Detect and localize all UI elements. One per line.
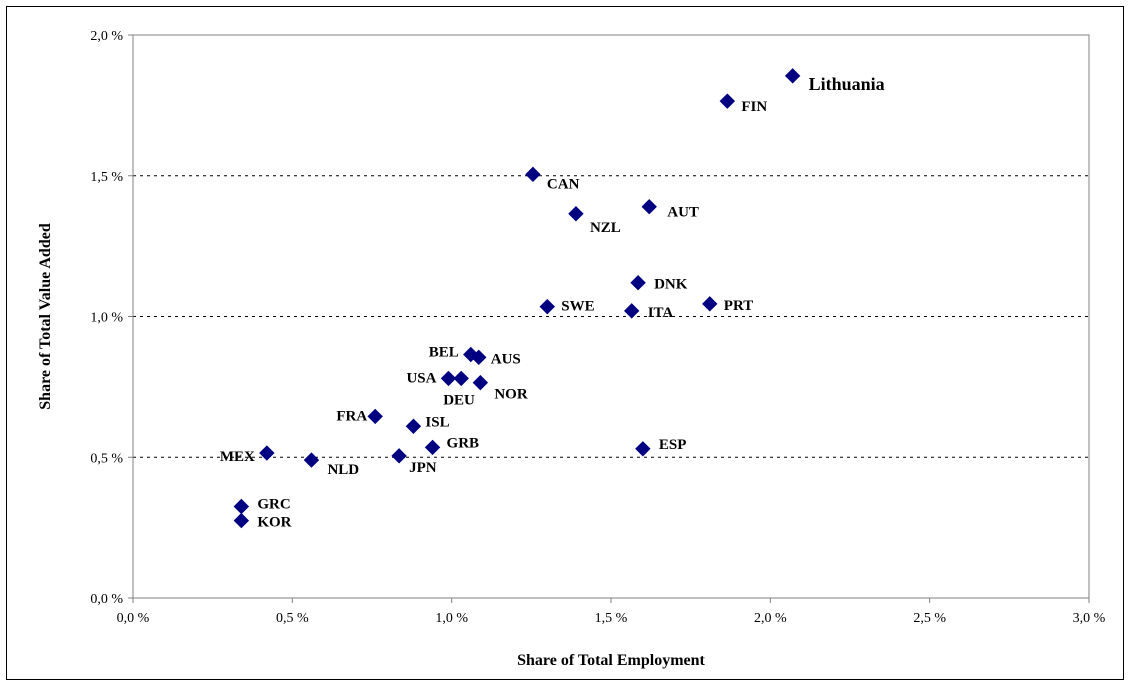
data-point-grc bbox=[233, 498, 250, 515]
gridlines bbox=[133, 175, 1089, 458]
data-point-prt bbox=[702, 296, 718, 312]
y-axis-title: Share of Total Value Added bbox=[37, 223, 54, 410]
data-label-dnk: DNK bbox=[654, 277, 688, 293]
data-point-esp bbox=[635, 441, 651, 457]
chart-frame bbox=[6, 6, 1124, 680]
data-point-aus bbox=[471, 349, 487, 366]
data-label-aus: AUS bbox=[491, 351, 521, 367]
data-label-ita: ITA bbox=[648, 305, 674, 321]
data-label-deu: DEU bbox=[443, 392, 475, 408]
data-label-fin: FIN bbox=[741, 99, 767, 115]
data-label-lithuania: Lithuania bbox=[809, 74, 885, 94]
y-tick-label: 0,5 % bbox=[90, 451, 123, 466]
data-point-aut bbox=[641, 199, 657, 215]
x-tick-label: 1,0 % bbox=[435, 611, 468, 626]
data-point-fin bbox=[719, 93, 736, 109]
data-label-jpn: JPN bbox=[409, 460, 437, 476]
data-point-grb bbox=[424, 439, 441, 456]
y-axis-ticks: 0,0 % 0,5 % 1,0 % 1,5 % 2,0 % bbox=[90, 29, 133, 607]
y-tick-label: 0,0 % bbox=[90, 592, 123, 607]
data-label-esp: ESP bbox=[659, 437, 687, 453]
data-point-nzl bbox=[568, 206, 584, 222]
data-point-nld bbox=[303, 452, 320, 468]
y-tick-label: 2,0 % bbox=[90, 29, 123, 44]
data-labels: Lithuania FIN CAN AUT NZL DNK PRT SWE ITA BEL AUS U… bbox=[220, 74, 885, 531]
x-tick-label: 0,0 % bbox=[117, 611, 150, 626]
data-label-nld: NLD bbox=[327, 462, 359, 478]
data-point-can bbox=[525, 166, 541, 183]
data-label-prt: PRT bbox=[724, 298, 753, 314]
data-point-nor bbox=[472, 374, 489, 391]
data-label-bel: BEL bbox=[429, 345, 459, 361]
data-label-nor: NOR bbox=[494, 387, 528, 403]
data-label-grb: GRB bbox=[447, 435, 480, 451]
x-tick-label: 2,5 % bbox=[913, 611, 946, 626]
data-label-nzl: NZL bbox=[590, 220, 621, 236]
data-point-lithuania bbox=[784, 68, 801, 84]
data-label-fra: FRA bbox=[336, 408, 367, 424]
x-tick-label: 3,0 % bbox=[1073, 611, 1106, 626]
data-point-usa bbox=[440, 370, 457, 387]
y-tick-label: 1,5 % bbox=[90, 170, 123, 185]
x-tick-label: 1,5 % bbox=[595, 611, 628, 626]
data-point-fra bbox=[367, 408, 383, 425]
data-label-isl: ISL bbox=[425, 414, 449, 430]
x-tick-label: 0,5 % bbox=[276, 611, 309, 626]
data-label-grc: GRC bbox=[257, 497, 290, 513]
data-points bbox=[233, 68, 801, 529]
data-point-dnk bbox=[630, 275, 646, 291]
x-axis-title: Share of Total Employment bbox=[517, 652, 705, 669]
data-point-ita bbox=[624, 303, 640, 319]
data-point-isl bbox=[405, 418, 422, 434]
data-point-mex bbox=[259, 445, 275, 461]
data-point-jpn bbox=[391, 448, 407, 464]
data-label-kor: KOR bbox=[257, 515, 291, 531]
data-label-swe: SWE bbox=[561, 299, 594, 315]
data-label-usa: USA bbox=[406, 370, 436, 386]
data-label-can: CAN bbox=[547, 176, 580, 192]
x-axis-ticks: 0,0 % 0,5 % 1,0 % 1,5 % 2,0 % 2,5 % 3,0 % bbox=[117, 598, 1106, 626]
y-tick-label: 1,0 % bbox=[90, 311, 123, 326]
x-tick-label: 2,0 % bbox=[754, 611, 787, 626]
data-point-swe bbox=[539, 298, 555, 315]
data-point-kor bbox=[233, 512, 250, 529]
data-label-mex: MEX bbox=[220, 449, 255, 465]
data-label-aut: AUT bbox=[667, 205, 699, 221]
data-point-deu bbox=[453, 370, 469, 387]
